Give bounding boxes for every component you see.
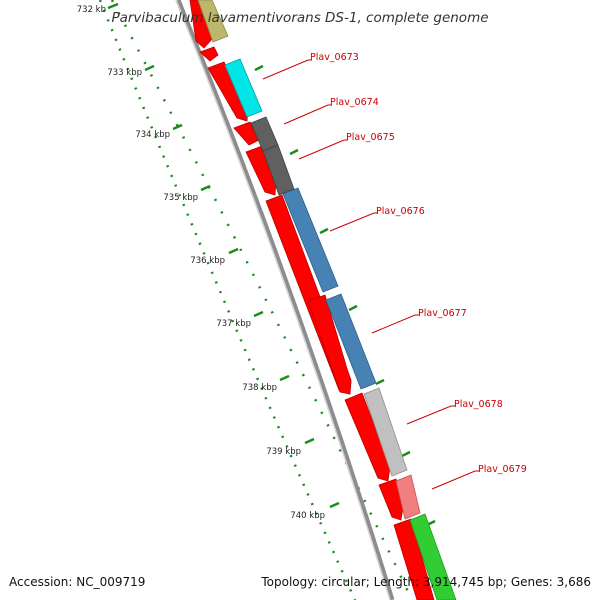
cds-feature xyxy=(344,392,391,482)
ruler-tick: 733 kbp xyxy=(107,64,155,78)
ruler-tick: 739 kbp xyxy=(266,437,315,457)
gene-label: Plav_0676 xyxy=(376,206,425,217)
callout-Plav_0676: Plav_0676 xyxy=(329,206,425,232)
gene-features-column xyxy=(197,0,457,600)
gene-label: Plav_0675 xyxy=(346,132,395,143)
gene-feature-top xyxy=(197,0,229,43)
cds-feature xyxy=(393,518,435,600)
tick-label-733: 733 kbp xyxy=(107,68,142,78)
gene-feature-Plav_0673 xyxy=(224,58,263,118)
gene-label: Plav_0679 xyxy=(478,464,527,475)
genome-backbone xyxy=(175,0,395,600)
callout-Plav_0677: Plav_0677 xyxy=(371,308,467,334)
outer-tick-marks xyxy=(254,64,436,527)
tick-label-740: 740 kbp xyxy=(290,511,325,521)
accession-label: Accession: NC_009719 xyxy=(9,575,145,589)
tick-label-732: 732 kb xyxy=(77,5,106,15)
gene-callouts: Plav_0673 Plav_0674 Plav_0675 Plav_0676 … xyxy=(262,52,527,490)
ruler-tick: 736 kbp xyxy=(190,247,239,266)
strand-features-column xyxy=(189,0,435,600)
callout-Plav_0675: Plav_0675 xyxy=(298,132,395,160)
gene-label: Plav_0677 xyxy=(418,308,467,319)
gene-feature-Plav_0676 xyxy=(282,187,339,293)
cds-feature xyxy=(378,478,404,521)
ruler-tick: 732 kb xyxy=(77,2,119,15)
gene-label: Plav_0673 xyxy=(310,52,359,63)
cds-feature xyxy=(199,46,219,62)
cds-feature xyxy=(245,145,277,196)
gene-feature-bottom xyxy=(409,513,457,600)
gene-feature-Plav_0678 xyxy=(363,387,408,477)
cds-feature xyxy=(307,294,352,395)
gene-label: Plav_0678 xyxy=(454,399,503,410)
tick-label-739: 739 kbp xyxy=(266,447,301,457)
gene-feature-Plav_0679 xyxy=(395,474,421,520)
ruler-tick: 737 kbp xyxy=(216,310,264,329)
ruler-tick: 734 kbp xyxy=(135,123,183,140)
callout-Plav_0674: Plav_0674 xyxy=(283,97,379,125)
ruler-tick: 740 kbp xyxy=(290,501,340,521)
tick-label-738: 738 kbp xyxy=(242,383,277,393)
map-title: Parvibaculum lavamentivorans DS-1, compl… xyxy=(111,10,488,26)
ruler-tick: 735 kbp xyxy=(163,184,211,203)
tick-label-734: 734 kbp xyxy=(135,130,170,140)
ruler-ticks: 732 kb 733 kbp 734 kbp 735 kbp 736 kbp 7… xyxy=(77,2,340,521)
tick-label-737: 737 kbp xyxy=(216,319,251,329)
ruler-tick: 738 kbp xyxy=(242,374,290,393)
gene-label: Plav_0674 xyxy=(330,97,379,108)
callout-Plav_0673: Plav_0673 xyxy=(262,52,359,80)
genome-summary-label: Topology: circular; Length: 3,914,745 bp… xyxy=(260,575,591,589)
dotted-ruler xyxy=(98,0,414,600)
callout-Plav_0679: Plav_0679 xyxy=(431,464,527,490)
callout-Plav_0678: Plav_0678 xyxy=(406,399,503,425)
tick-label-735: 735 kbp xyxy=(163,193,198,203)
gene-feature-Plav_0677 xyxy=(325,293,377,390)
tick-label-736: 736 kbp xyxy=(190,256,225,266)
gene-feature-Plav_0675 xyxy=(262,144,295,196)
